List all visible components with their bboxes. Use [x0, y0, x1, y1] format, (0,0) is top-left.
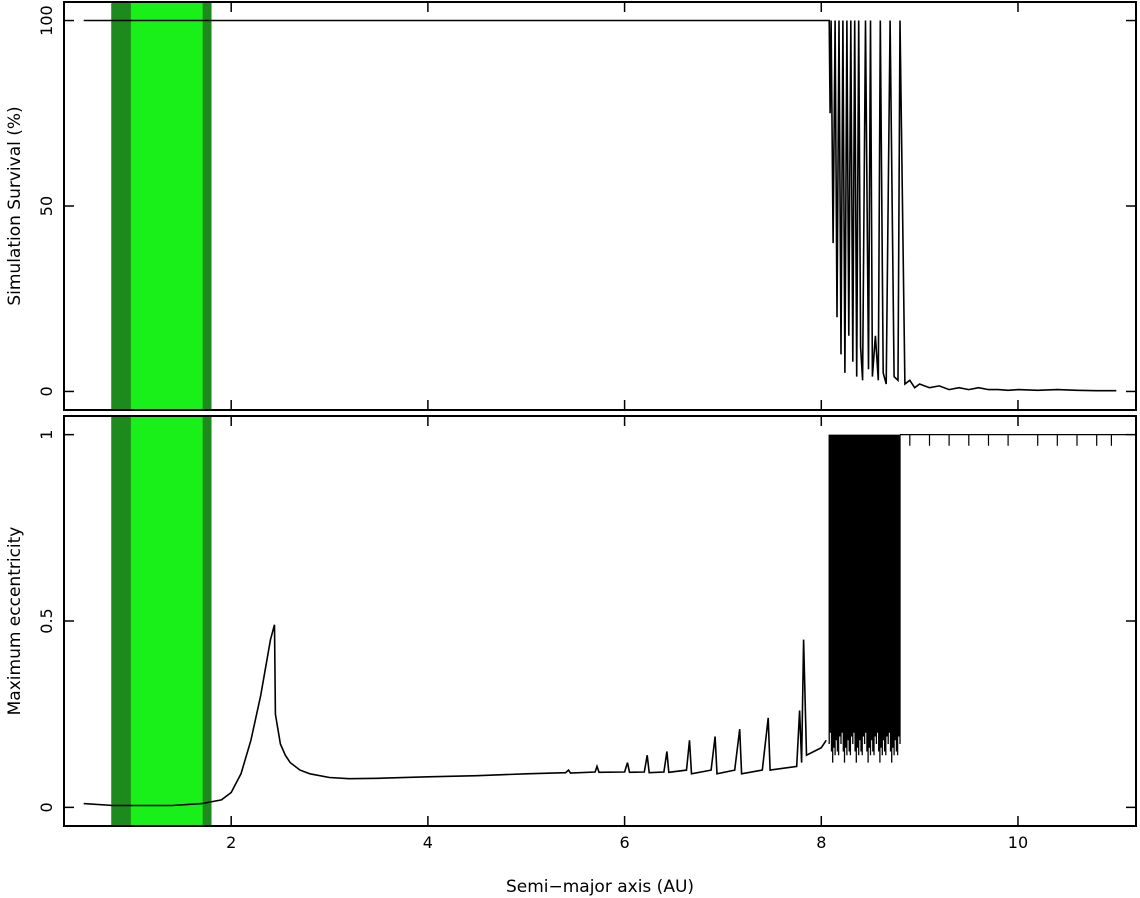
- bottom-xtick-label: 6: [619, 833, 629, 852]
- eccentricity-saturated-line: [900, 434, 1127, 446]
- shaded-band-inner: [130, 2, 203, 410]
- shaded-band-inner: [130, 416, 203, 826]
- bottom-ytick-label: 1: [37, 430, 56, 440]
- top-ytick-label: 50: [37, 196, 56, 216]
- bottom-xtick-label: 4: [423, 833, 433, 852]
- eccentricity-series: [83, 434, 1127, 807]
- bottom-xtick-label: 8: [816, 833, 826, 852]
- bottom-series-line-0: [83, 624, 827, 807]
- bottom-ytick-label: 0: [37, 802, 56, 812]
- eccentricity-chaotic-spikes: [828, 434, 901, 763]
- survival-panel: 0 50 100 Simulation Survival (%): [5, 1, 1137, 411]
- bottom-xtick-label: 2: [226, 833, 236, 852]
- eccentricity-shaded-bands: [111, 416, 212, 826]
- survival-x-ticks: [230, 2, 1019, 410]
- survival-shaded-bands: [111, 2, 212, 410]
- eccentricity-panel: 00.51 2 4 6 8 10 Maximum eccentricity: [5, 415, 1137, 852]
- survival-series: [83, 19, 1117, 392]
- x-axis-label: Semi−major axis (AU): [506, 877, 694, 897]
- top-ytick-label: 100: [37, 5, 56, 36]
- survival-y-ticks: 0 50 100: [37, 5, 1136, 397]
- eccentricity-x-ticks: 2 4 6 8 10: [226, 416, 1028, 852]
- top-series-line-0: [83, 19, 1117, 392]
- eccentricity-y-ticks: 00.51: [37, 430, 1136, 812]
- top-ytick-label: 0: [37, 386, 56, 396]
- bottom-ytick-label: 0.5: [37, 608, 56, 633]
- survival-y-axis-label: Simulation Survival (%): [5, 106, 25, 305]
- eccentricity-y-axis-label: Maximum eccentricity: [5, 527, 25, 716]
- bottom-xtick-label: 10: [1008, 833, 1028, 852]
